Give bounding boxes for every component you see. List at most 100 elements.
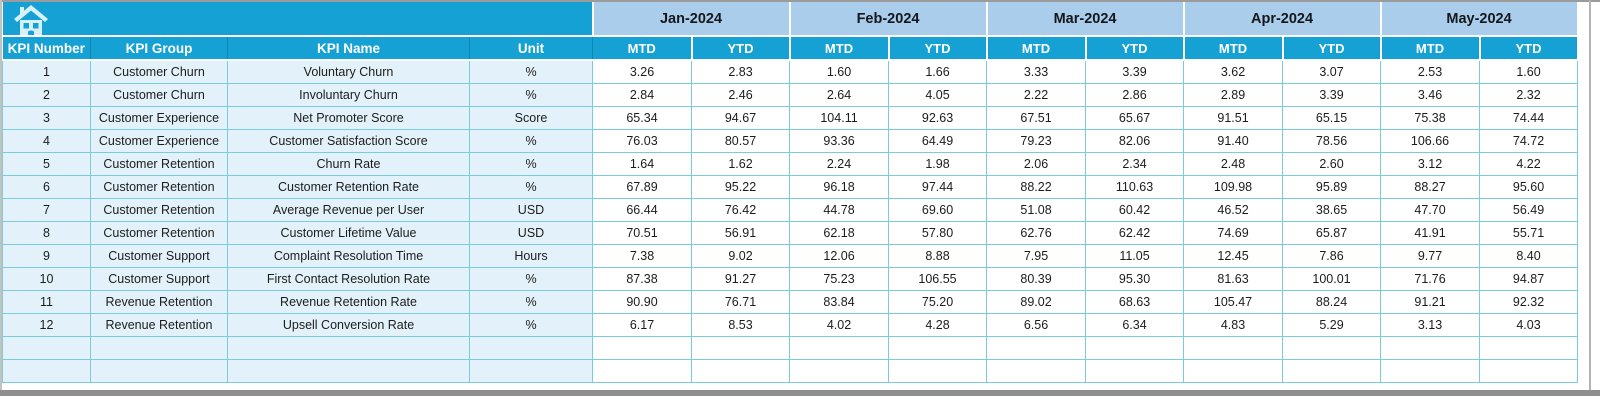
- value-cell[interactable]: 66.44: [592, 197, 692, 222]
- empty-cell[interactable]: [1479, 358, 1579, 383]
- value-cell[interactable]: 91.51: [1183, 105, 1284, 130]
- kpi-name-cell[interactable]: Voluntary Churn: [227, 59, 470, 84]
- value-cell[interactable]: 75.20: [888, 289, 988, 314]
- value-cell[interactable]: 79.23: [986, 128, 1087, 153]
- value-cell[interactable]: 65.15: [1282, 105, 1382, 130]
- value-cell[interactable]: 6.56: [986, 312, 1087, 337]
- kpi-name-cell[interactable]: First Contact Resolution Rate: [227, 266, 470, 291]
- value-cell[interactable]: 65.87: [1282, 220, 1382, 245]
- value-cell[interactable]: 69.60: [888, 197, 988, 222]
- kpi-number-cell[interactable]: 7: [2, 197, 91, 222]
- kpi-group-cell[interactable]: Customer Retention: [90, 197, 228, 222]
- empty-cell[interactable]: [1479, 335, 1579, 360]
- value-cell[interactable]: 92.63: [888, 105, 988, 130]
- empty-cell[interactable]: [1380, 335, 1481, 360]
- value-cell[interactable]: 47.70: [1380, 197, 1481, 222]
- kpi-name-cell[interactable]: Customer Lifetime Value: [227, 220, 470, 245]
- value-cell[interactable]: 70.51: [592, 220, 692, 245]
- mtd-header[interactable]: MTD: [1183, 36, 1284, 61]
- value-cell[interactable]: 62.76: [986, 220, 1087, 245]
- kpi-name-cell[interactable]: Churn Rate: [227, 151, 470, 176]
- unit-header[interactable]: Unit: [469, 36, 593, 61]
- ytd-header[interactable]: YTD: [1479, 36, 1579, 61]
- kpi-group-cell[interactable]: Customer Support: [90, 266, 228, 291]
- value-cell[interactable]: 95.30: [1085, 266, 1185, 291]
- mtd-header[interactable]: MTD: [1380, 36, 1481, 61]
- mtd-header[interactable]: MTD: [986, 36, 1087, 61]
- empty-cell[interactable]: [986, 335, 1087, 360]
- kpi-group-cell[interactable]: Customer Churn: [90, 59, 228, 84]
- value-cell[interactable]: 12.06: [789, 243, 890, 268]
- ytd-header[interactable]: YTD: [888, 36, 988, 61]
- empty-cell[interactable]: [1282, 335, 1382, 360]
- value-cell[interactable]: 71.76: [1380, 266, 1481, 291]
- month-header-jan[interactable]: Jan-2024: [592, 2, 791, 37]
- kpi-group-cell[interactable]: Customer Retention: [90, 220, 228, 245]
- value-cell[interactable]: 4.22: [1479, 151, 1579, 176]
- empty-cell[interactable]: [1380, 358, 1481, 383]
- value-cell[interactable]: 64.49: [888, 128, 988, 153]
- value-cell[interactable]: 91.21: [1380, 289, 1481, 314]
- kpi-group-cell[interactable]: Customer Churn: [90, 82, 228, 107]
- month-header-may[interactable]: May-2024: [1380, 2, 1579, 37]
- value-cell[interactable]: 78.56: [1282, 128, 1382, 153]
- kpi-name-cell[interactable]: Average Revenue per User: [227, 197, 470, 222]
- empty-cell[interactable]: [888, 358, 988, 383]
- value-cell[interactable]: 7.95: [986, 243, 1087, 268]
- value-cell[interactable]: 2.64: [789, 82, 890, 107]
- kpi-number-cell[interactable]: 2: [2, 82, 91, 107]
- unit-cell[interactable]: %: [469, 59, 593, 84]
- kpi-group-cell[interactable]: Customer Retention: [90, 174, 228, 199]
- unit-cell[interactable]: %: [469, 174, 593, 199]
- value-cell[interactable]: 1.66: [888, 59, 988, 84]
- value-cell[interactable]: 6.34: [1085, 312, 1185, 337]
- value-cell[interactable]: 3.13: [1380, 312, 1481, 337]
- empty-cell[interactable]: [90, 358, 228, 383]
- empty-cell[interactable]: [227, 358, 470, 383]
- kpi-number-cell[interactable]: 3: [2, 105, 91, 130]
- kpi-name-cell[interactable]: Customer Satisfaction Score: [227, 128, 470, 153]
- value-cell[interactable]: 11.05: [1085, 243, 1185, 268]
- value-cell[interactable]: 9.77: [1380, 243, 1481, 268]
- value-cell[interactable]: 67.51: [986, 105, 1087, 130]
- value-cell[interactable]: 2.06: [986, 151, 1087, 176]
- month-header-mar[interactable]: Mar-2024: [986, 2, 1185, 37]
- value-cell[interactable]: 56.49: [1479, 197, 1579, 222]
- empty-cell[interactable]: [227, 335, 470, 360]
- unit-cell[interactable]: %: [469, 151, 593, 176]
- value-cell[interactable]: 8.88: [888, 243, 988, 268]
- value-cell[interactable]: 2.86: [1085, 82, 1185, 107]
- value-cell[interactable]: 104.11: [789, 105, 890, 130]
- kpi-name-header[interactable]: KPI Name: [227, 36, 470, 61]
- value-cell[interactable]: 74.69: [1183, 220, 1284, 245]
- kpi-group-cell[interactable]: Customer Retention: [90, 151, 228, 176]
- empty-cell[interactable]: [2, 358, 91, 383]
- kpi-group-cell[interactable]: Customer Support: [90, 243, 228, 268]
- value-cell[interactable]: 74.72: [1479, 128, 1579, 153]
- value-cell[interactable]: 95.89: [1282, 174, 1382, 199]
- kpi-name-cell[interactable]: Complaint Resolution Time: [227, 243, 470, 268]
- kpi-name-cell[interactable]: Customer Retention Rate: [227, 174, 470, 199]
- kpi-number-cell[interactable]: 4: [2, 128, 91, 153]
- unit-cell[interactable]: USD: [469, 197, 593, 222]
- ytd-header[interactable]: YTD: [1282, 36, 1382, 61]
- value-cell[interactable]: 76.03: [592, 128, 692, 153]
- kpi-group-header[interactable]: KPI Group: [90, 36, 228, 61]
- value-cell[interactable]: 87.38: [592, 266, 692, 291]
- value-cell[interactable]: 4.28: [888, 312, 988, 337]
- empty-cell[interactable]: [789, 358, 890, 383]
- value-cell[interactable]: 3.33: [986, 59, 1087, 84]
- value-cell[interactable]: 3.12: [1380, 151, 1481, 176]
- value-cell[interactable]: 12.45: [1183, 243, 1284, 268]
- kpi-number-cell[interactable]: 11: [2, 289, 91, 314]
- kpi-name-cell[interactable]: Involuntary Churn: [227, 82, 470, 107]
- value-cell[interactable]: 2.89: [1183, 82, 1284, 107]
- empty-cell[interactable]: [690, 335, 791, 360]
- value-cell[interactable]: 2.22: [986, 82, 1087, 107]
- kpi-number-cell[interactable]: 8: [2, 220, 91, 245]
- empty-cell[interactable]: [888, 335, 988, 360]
- value-cell[interactable]: 67.89: [592, 174, 692, 199]
- empty-cell[interactable]: [592, 335, 692, 360]
- value-cell[interactable]: 74.44: [1479, 105, 1579, 130]
- kpi-group-cell[interactable]: Revenue Retention: [90, 312, 228, 337]
